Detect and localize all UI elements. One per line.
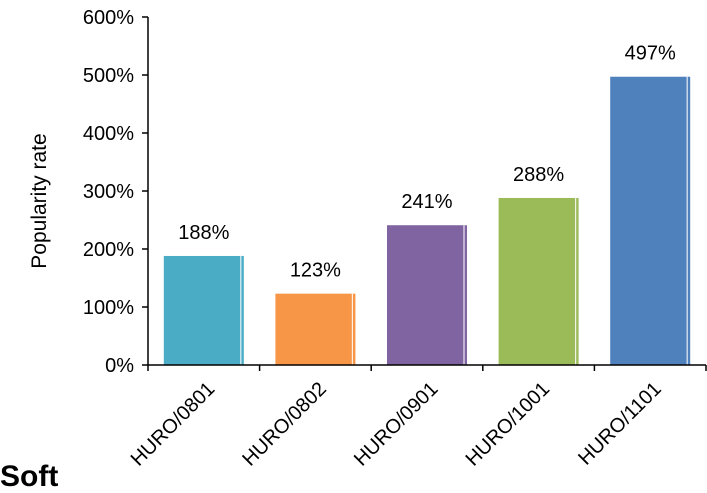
x-category-label: HURO/0802 xyxy=(238,378,331,471)
x-axis-ticks xyxy=(147,365,707,371)
bar xyxy=(610,76,691,366)
y-tick-label: 200% xyxy=(83,239,134,261)
data-labels-group: 188% 123% 241% 288% 497% xyxy=(178,43,676,282)
data-label: 288% xyxy=(513,164,564,186)
y-tick-label: 600% xyxy=(83,7,134,29)
data-label: 123% xyxy=(290,260,341,282)
y-axis-ticks xyxy=(142,16,148,366)
bar xyxy=(498,197,579,365)
y-axis-tick-labels: 0% 100% 200% 300% 400% 500% 600% xyxy=(83,7,134,377)
x-category-label: HURO/0801 xyxy=(127,378,220,471)
x-category-label: HURO/0901 xyxy=(350,378,443,471)
bars-group xyxy=(163,76,691,366)
y-axis-title: Popularity rate xyxy=(28,133,51,268)
data-label: 188% xyxy=(178,222,229,244)
y-tick-label: 500% xyxy=(83,65,134,87)
y-tick-label: 400% xyxy=(83,123,134,145)
bar xyxy=(275,293,356,365)
y-tick-label: 100% xyxy=(83,297,134,319)
y-tick-label: 0% xyxy=(105,355,134,377)
bar xyxy=(163,255,244,365)
x-category-label: HURO/1101 xyxy=(574,378,666,470)
data-label: 241% xyxy=(401,191,452,213)
x-axis-category-labels: HURO/0801 HURO/0802 HURO/0901 HURO/1001 HURO… xyxy=(127,378,666,471)
y-tick-label: 300% xyxy=(83,181,134,203)
data-label: 497% xyxy=(625,43,676,65)
bar xyxy=(387,225,467,365)
x-category-label: HURO/1001 xyxy=(462,378,555,471)
cropped-heading-text: Soft xyxy=(0,460,59,493)
